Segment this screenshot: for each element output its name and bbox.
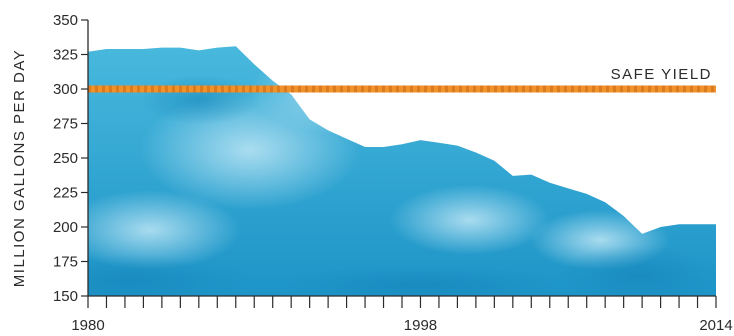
y-tick-label-300: 300 [53, 81, 78, 98]
area-highlight-2 [88, 190, 240, 270]
y-tick-label-350: 350 [53, 12, 78, 29]
y-tick-label-150: 150 [53, 288, 78, 305]
area-shade-2 [560, 245, 716, 297]
area-shade-3 [140, 75, 260, 125]
y-axis-label: MILLION GALLONS PER DAY [11, 49, 28, 287]
area-shade-1 [280, 265, 560, 297]
area-highlight-3 [390, 185, 550, 255]
y-tick-label-200: 200 [53, 219, 78, 236]
x-tick-label-2014: 2014 [699, 317, 732, 334]
safe-yield-label: SAFE YIELD [611, 66, 712, 83]
y-tick-label-175: 175 [53, 254, 78, 271]
x-tick-label-1980: 1980 [71, 317, 104, 334]
y-tick-label-275: 275 [53, 116, 78, 133]
y-tick-label-250: 250 [53, 150, 78, 167]
y-tick-label-225: 225 [53, 185, 78, 202]
y-tick-label-325: 325 [53, 47, 78, 64]
x-tick-label-1998: 1998 [404, 317, 437, 334]
area-shade-0 [88, 255, 250, 297]
